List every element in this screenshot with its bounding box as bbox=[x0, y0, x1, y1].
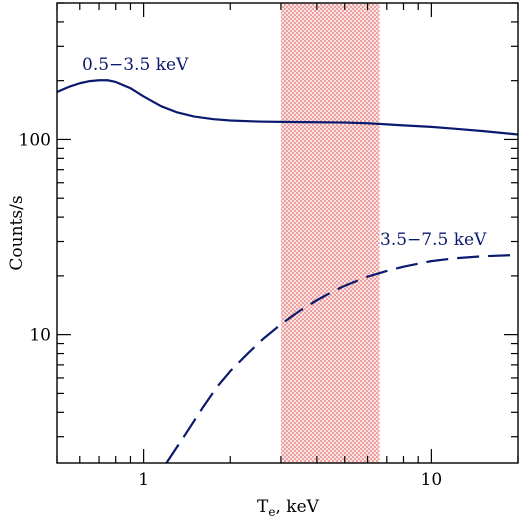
y-tick-label: 100 bbox=[19, 130, 51, 150]
series-1-label: 0.5−3.5 keV bbox=[82, 55, 189, 75]
series-line-1 bbox=[57, 79, 518, 136]
series-layer bbox=[57, 79, 518, 463]
x-axis-title: Te, keV bbox=[257, 497, 320, 519]
series-2-label: 3.5−7.5 keV bbox=[380, 230, 487, 250]
plot-frame bbox=[56, 2, 519, 464]
series-line-2 bbox=[165, 253, 518, 463]
x-axis-title-main: T bbox=[257, 497, 269, 517]
y-tick-label: 10 bbox=[29, 326, 51, 346]
x-axis-title-suffix: , keV bbox=[276, 497, 320, 517]
x-tick-label: 1 bbox=[138, 470, 149, 490]
x-tick-label: 10 bbox=[421, 470, 443, 490]
shaded-band-layer bbox=[280, 3, 380, 463]
x-axis-title-sub: e bbox=[268, 505, 275, 519]
y-axis-title: Counts/s bbox=[7, 195, 27, 270]
shaded-band bbox=[280, 3, 380, 463]
